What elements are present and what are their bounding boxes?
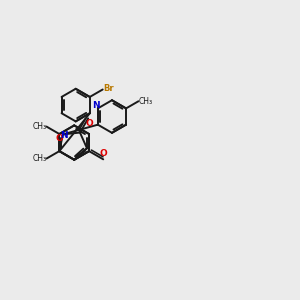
Text: N: N: [92, 101, 100, 110]
Text: N: N: [60, 131, 67, 140]
Text: O: O: [56, 134, 63, 143]
Text: Br: Br: [103, 84, 114, 93]
Text: CH₃: CH₃: [32, 122, 46, 131]
Text: O: O: [99, 149, 107, 158]
Text: O: O: [86, 119, 94, 128]
Text: CH₃: CH₃: [139, 97, 153, 106]
Text: CH₃: CH₃: [32, 154, 46, 163]
